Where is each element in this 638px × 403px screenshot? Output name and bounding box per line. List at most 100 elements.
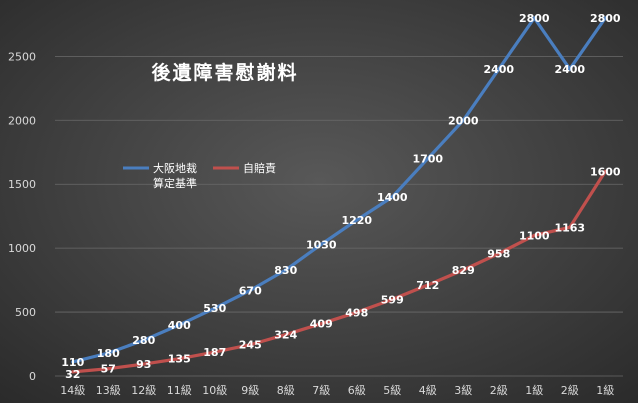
data-point [390, 195, 394, 199]
data-label: 110 [61, 356, 84, 369]
data-point [568, 225, 572, 229]
y-tick-label: 0 [29, 370, 36, 383]
data-point [106, 367, 110, 371]
data-point [355, 310, 359, 314]
data-point [213, 306, 217, 310]
x-tick-label: 6級 [348, 384, 366, 397]
x-tick-label: 13級 [96, 384, 121, 397]
y-tick-label: 1000 [8, 242, 36, 255]
data-point [461, 268, 465, 272]
x-tick-label: 2級 [490, 384, 508, 397]
data-label: 32 [65, 368, 80, 381]
data-label: 57 [101, 363, 116, 376]
data-label: 2400 [483, 63, 514, 76]
data-point [603, 169, 607, 174]
data-label: 1163 [554, 221, 585, 234]
data-point [532, 233, 536, 237]
data-label: 280 [132, 334, 155, 347]
data-label: 2400 [554, 63, 585, 76]
data-label: 1100 [519, 229, 550, 242]
data-point [213, 350, 217, 354]
data-point [177, 323, 181, 327]
data-point [390, 297, 394, 302]
y-tick-label: 2000 [8, 114, 36, 127]
data-label: 830 [274, 264, 297, 277]
data-label: 530 [203, 302, 226, 315]
data-point [426, 283, 430, 287]
data-label: 2800 [519, 12, 550, 25]
data-point [142, 338, 146, 342]
x-tick-label: 10級 [202, 384, 227, 397]
chart-title: 後遺障害慰謝料 [151, 61, 298, 84]
data-point [284, 268, 288, 272]
legend-label: 大阪地裁 [153, 161, 197, 175]
data-label: 1700 [412, 153, 443, 166]
data-label: 187 [203, 346, 226, 359]
data-label: 958 [487, 248, 510, 261]
data-point [319, 242, 323, 246]
data-label: 712 [416, 279, 439, 292]
data-point [497, 67, 501, 71]
x-tick-label: 2級 [561, 384, 579, 397]
series-line-0 [71, 16, 607, 364]
data-point [142, 362, 146, 366]
data-label: 400 [168, 319, 191, 332]
gridlines [55, 55, 623, 377]
data-point [248, 343, 252, 347]
x-tick-label: 12級 [131, 384, 156, 397]
data-label: 1400 [377, 191, 408, 204]
data-point [177, 357, 181, 361]
data-point [355, 218, 359, 222]
x-tick-label: 14級 [60, 384, 85, 397]
data-label: 599 [381, 293, 404, 306]
data-point [603, 16, 607, 20]
x-tick-label: 7級 [312, 384, 330, 397]
x-tick-label: 9級 [241, 384, 259, 397]
y-tick-label: 500 [15, 306, 36, 319]
data-point [248, 288, 252, 292]
data-label: 245 [239, 339, 262, 352]
x-tick-label: 4級 [419, 384, 437, 397]
data-point [71, 370, 75, 374]
y-tick-label: 2500 [8, 50, 36, 63]
series-lines [71, 16, 607, 374]
data-point [532, 16, 536, 20]
series-line-1 [71, 169, 607, 374]
data-label: 1600 [590, 165, 621, 178]
x-tick-label: 1級 [596, 384, 614, 397]
data-label: 670 [239, 284, 262, 297]
data-point [497, 251, 501, 256]
data-label: 498 [345, 306, 368, 319]
data-point [284, 332, 288, 337]
data-label: 1030 [306, 238, 337, 251]
x-tick-label: 8級 [277, 384, 295, 397]
x-tick-label: 3級 [454, 384, 472, 397]
data-point [426, 157, 430, 161]
data-label: 1220 [341, 214, 372, 227]
y-tick-label: 1500 [8, 178, 36, 191]
data-label: 180 [97, 347, 120, 360]
data-point [319, 322, 323, 326]
x-tick-label: 11級 [167, 384, 192, 397]
data-label: 324 [274, 329, 297, 342]
data-point [568, 67, 572, 71]
legend-label: 自賠責 [243, 161, 276, 175]
x-tick-label: 5級 [383, 384, 401, 397]
data-point [106, 351, 110, 355]
x-tick-label: 1級 [525, 384, 543, 397]
legend-label-line2: 算定基準 [153, 176, 197, 190]
x-axis-ticks: 14級 13級 12級 11級 10級 9級 8級 7級 6級 5級 4級 3級 2級 1級 2級 1級 [60, 384, 614, 397]
data-label: 2800 [590, 12, 621, 25]
data-label: 2000 [448, 114, 479, 127]
data-label: 829 [452, 264, 475, 277]
data-label: 409 [310, 318, 333, 331]
data-label: 135 [168, 353, 191, 366]
data-point [71, 360, 75, 364]
data-point [461, 118, 465, 122]
y-axis-ticks: 0 500 1000 1500 2000 2500 [8, 50, 36, 383]
data-labels: 110 180 280 400 530 670 830 1030 1220 1400 1700 200… [61, 12, 621, 381]
